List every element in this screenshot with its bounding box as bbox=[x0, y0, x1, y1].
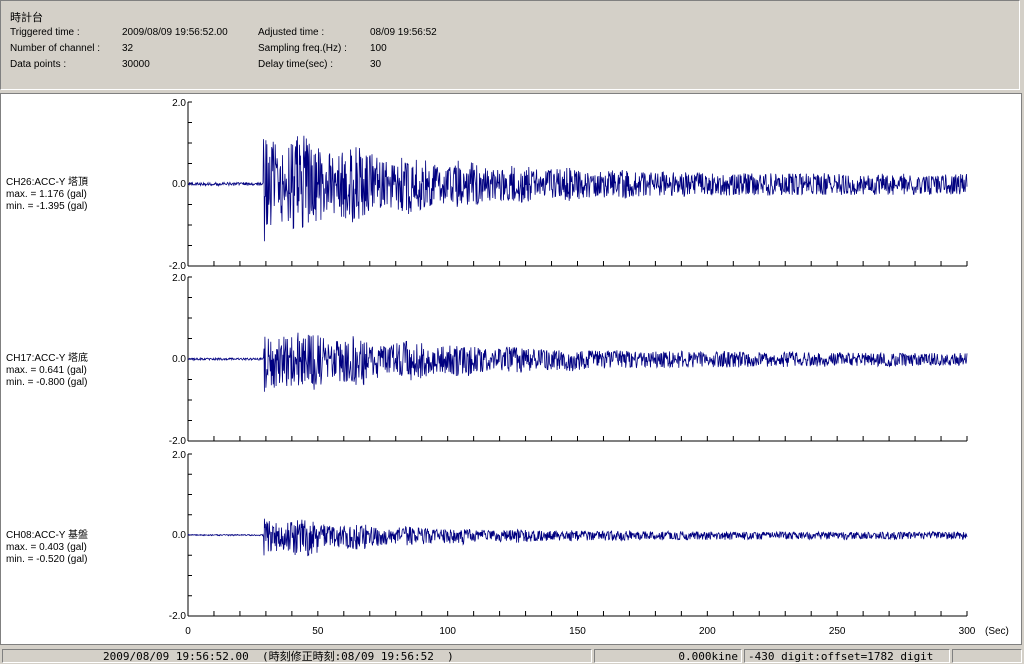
sampling-freq-value: 100 bbox=[370, 43, 387, 54]
channel-min: min. = -0.520 (gal) bbox=[6, 554, 88, 565]
x-tick-label: 200 bbox=[699, 626, 716, 637]
x-unit-label: (Sec) bbox=[985, 626, 1009, 637]
waveform-plot-area: CH26:ACC-Y 塔頂 max. = 1.176 (gal) min. = … bbox=[0, 93, 1022, 645]
y-tick-label: 0.0 bbox=[172, 354, 186, 365]
y-tick-label: 0.0 bbox=[172, 530, 186, 541]
station-title: 時計台 bbox=[10, 12, 43, 24]
delay-time-value: 30 bbox=[370, 59, 382, 70]
y-tick-label: 2.0 bbox=[172, 98, 186, 109]
waveform-trace bbox=[187, 332, 968, 392]
x-tick-label: 50 bbox=[312, 626, 324, 637]
status-digit: -430 digit:offset=1782 digit bbox=[744, 649, 950, 663]
waveform-trace bbox=[187, 135, 968, 242]
channel-count-label: Number of channel : bbox=[10, 43, 101, 54]
x-tick-label: 0 bbox=[185, 626, 191, 637]
status-kine: 0.000kine bbox=[594, 649, 742, 663]
triggered-time-value: 2009/08/09 19:56:52.00 bbox=[122, 27, 228, 38]
x-tick-label: 250 bbox=[829, 626, 846, 637]
channel-name: CH08:ACC-Y 基盤 bbox=[6, 530, 89, 541]
y-tick-label: 0.0 bbox=[172, 179, 186, 190]
status-time: 2009/08/09 19:56:52.00 (時刻修正時刻:08/09 19:… bbox=[2, 649, 592, 663]
y-tick-label: -2.0 bbox=[169, 611, 187, 622]
channel-max: max. = 1.176 (gal) bbox=[6, 189, 87, 200]
status-empty-pane bbox=[952, 649, 1022, 663]
channel-label-ch17: CH17:ACC-Y 塔底 max. = 0.641 (gal) min. = … bbox=[6, 353, 88, 389]
channel-max: max. = 0.403 (gal) bbox=[6, 542, 87, 553]
adjusted-time-label: Adjusted time : bbox=[258, 27, 325, 38]
delay-time-label: Delay time(sec) : bbox=[258, 59, 334, 70]
channel-label-ch26: CH26:ACC-Y 塔頂 max. = 1.176 (gal) min. = … bbox=[6, 177, 88, 213]
channel-label-ch08: CH08:ACC-Y 基盤 max. = 0.403 (gal) min. = … bbox=[6, 530, 88, 566]
waveform-trace bbox=[187, 518, 968, 557]
adjusted-time-value: 08/09 19:56:52 bbox=[370, 27, 437, 38]
status-bar: 2009/08/09 19:56:52.00 (時刻修正時刻:08/09 19:… bbox=[0, 647, 1024, 664]
y-tick-label: -2.0 bbox=[169, 436, 187, 447]
channel-name: CH26:ACC-Y 塔頂 bbox=[6, 177, 89, 188]
channel-count-value: 32 bbox=[122, 43, 134, 54]
waveform-chart: 2.00.0-2.02.00.0-2.02.00.0-2.00 50 100 150 2… bbox=[169, 98, 1009, 637]
sampling-freq-label: Sampling freq.(Hz) : bbox=[258, 43, 347, 54]
x-tick-label: 100 bbox=[439, 626, 456, 637]
x-tick-label: 300 bbox=[959, 626, 976, 637]
channel-min: min. = -1.395 (gal) bbox=[6, 201, 88, 212]
y-tick-label: 2.0 bbox=[172, 450, 186, 461]
y-tick-label: -2.0 bbox=[169, 261, 187, 272]
data-points-value: 30000 bbox=[122, 59, 150, 70]
record-info-panel: 時計台 Triggered time : 2009/08/09 19:56:52… bbox=[0, 0, 1020, 90]
channel-max: max. = 0.641 (gal) bbox=[6, 365, 87, 376]
triggered-time-label: Triggered time : bbox=[10, 27, 80, 38]
channel-name: CH17:ACC-Y 塔底 bbox=[6, 353, 89, 364]
x-tick-label: 150 bbox=[569, 626, 586, 637]
data-points-label: Data points : bbox=[10, 59, 67, 70]
y-tick-label: 2.0 bbox=[172, 273, 186, 284]
channel-min: min. = -0.800 (gal) bbox=[6, 377, 88, 388]
